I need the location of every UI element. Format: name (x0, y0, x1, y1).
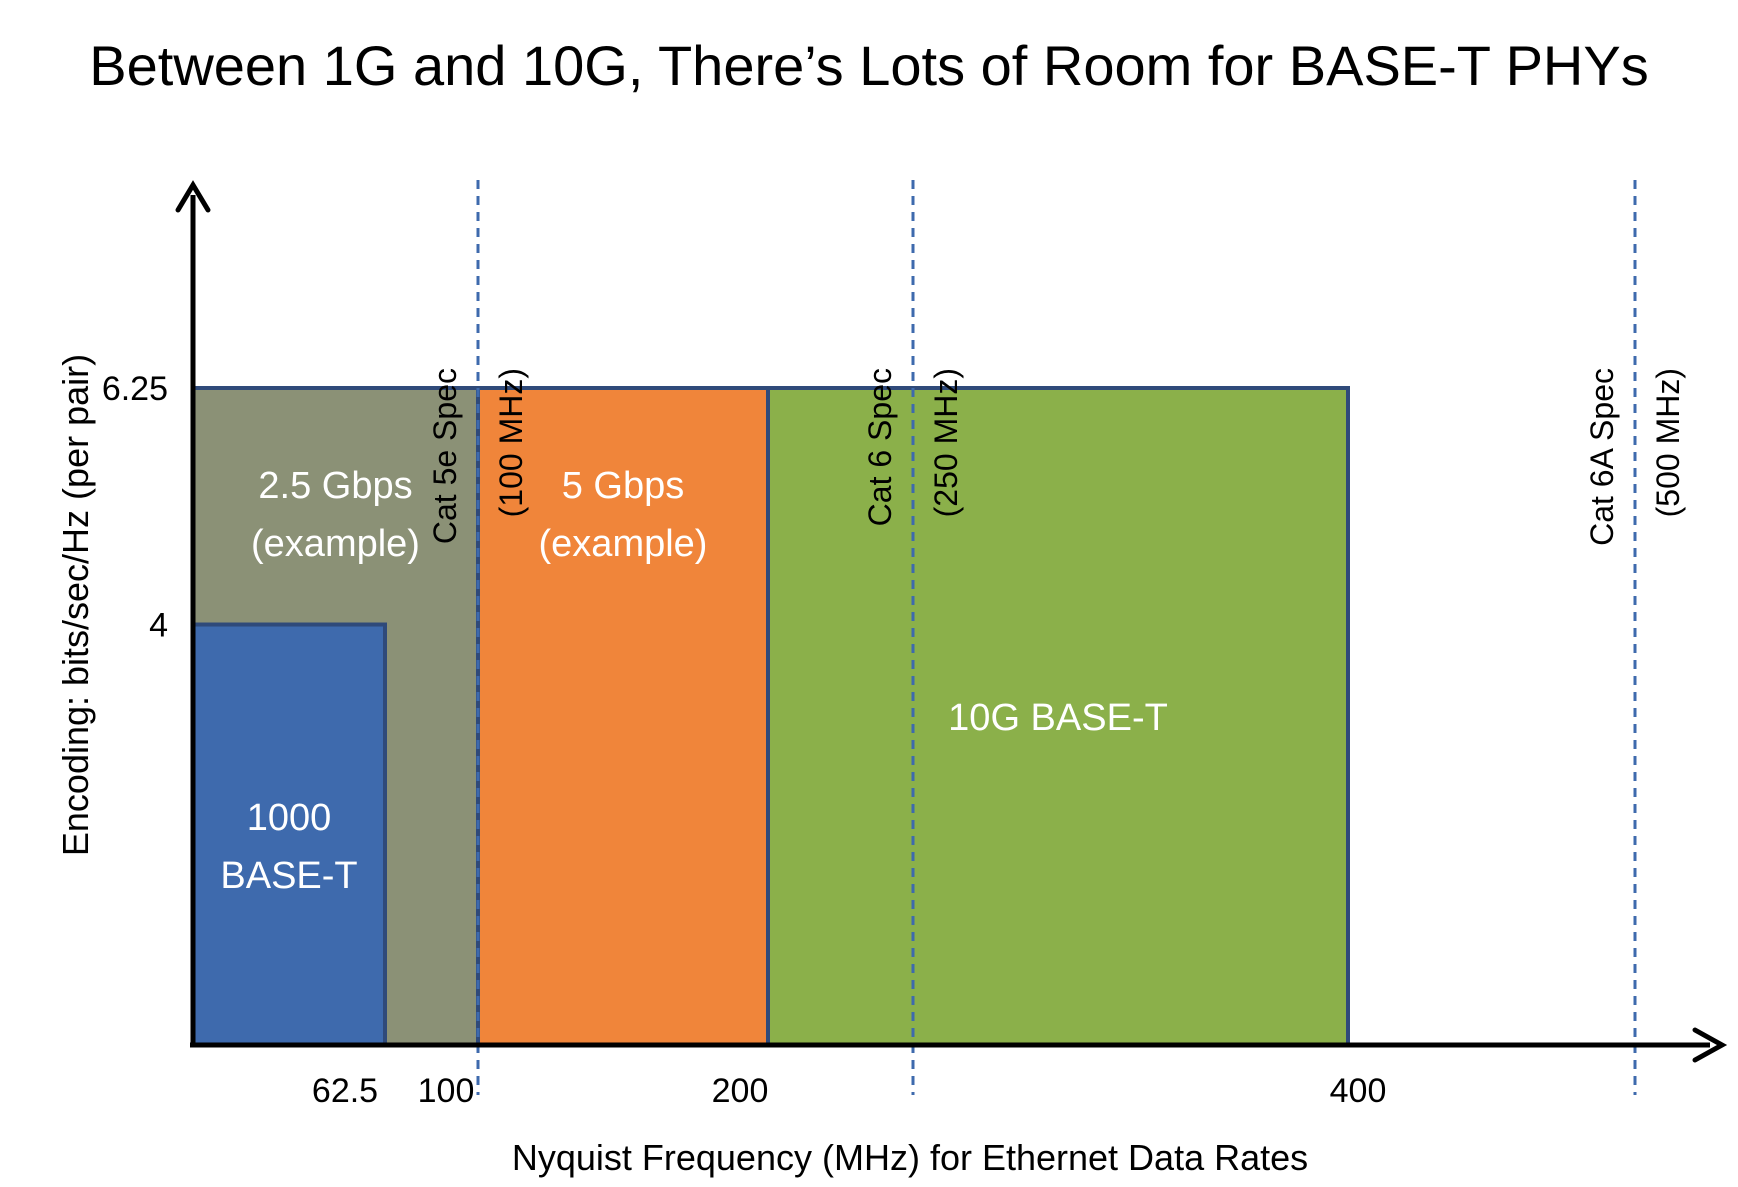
y-tick-label: 4 (149, 607, 168, 645)
spec-label: Cat 6 Spec (862, 368, 898, 526)
region-sublabel: (example) (251, 523, 420, 565)
chart-title: Between 1G and 10G, There’s Lots of Room… (89, 34, 1648, 97)
spec-freq: (250 MHz) (928, 368, 964, 517)
spec-label: Cat 5e Spec (427, 368, 463, 544)
region-sublabel: (example) (539, 523, 708, 565)
region-label: 5 Gbps (562, 465, 685, 507)
region-label: 10G BASE-T (948, 697, 1168, 739)
y-axis-label: Encoding: bits/sec/Hz (per pair) (55, 354, 96, 856)
region-label: 1000 (247, 797, 332, 839)
region-rect (191, 622, 387, 1048)
y-axis-arrowhead (175, 180, 211, 213)
region-rect (476, 386, 770, 1047)
x-tick-label: 100 (418, 1072, 475, 1110)
tick-labels-layer: 62.5 100 200 400 4 6.25 (102, 370, 1387, 1110)
spec-freq: (100 MHz) (493, 368, 529, 517)
region-label: 2.5 Gbps (258, 465, 412, 507)
x-axis-label: Nyquist Frequency (MHz) for Ethernet Dat… (512, 1137, 1308, 1178)
spec-freq: (500 MHz) (1650, 368, 1686, 517)
region-rect (766, 386, 1350, 1047)
x-tick-label: 400 (1330, 1072, 1387, 1110)
x-tick-label: 200 (712, 1072, 769, 1110)
region-sublabel: BASE-T (220, 855, 357, 897)
spec-lines-layer: Cat 5e Spec (100 MHz) Cat 6 Spec (250 MHz) C… (427, 180, 1686, 1095)
spec-label: Cat 6A Spec (1584, 368, 1620, 546)
y-tick-label: 6.25 (102, 370, 168, 408)
regions-layer: 2.5 Gbps (example) 5 Gbps (example) 10G BASE… (191, 386, 1350, 1048)
x-tick-label: 62.5 (312, 1072, 378, 1110)
x-axis-arrowhead (1692, 1027, 1728, 1063)
